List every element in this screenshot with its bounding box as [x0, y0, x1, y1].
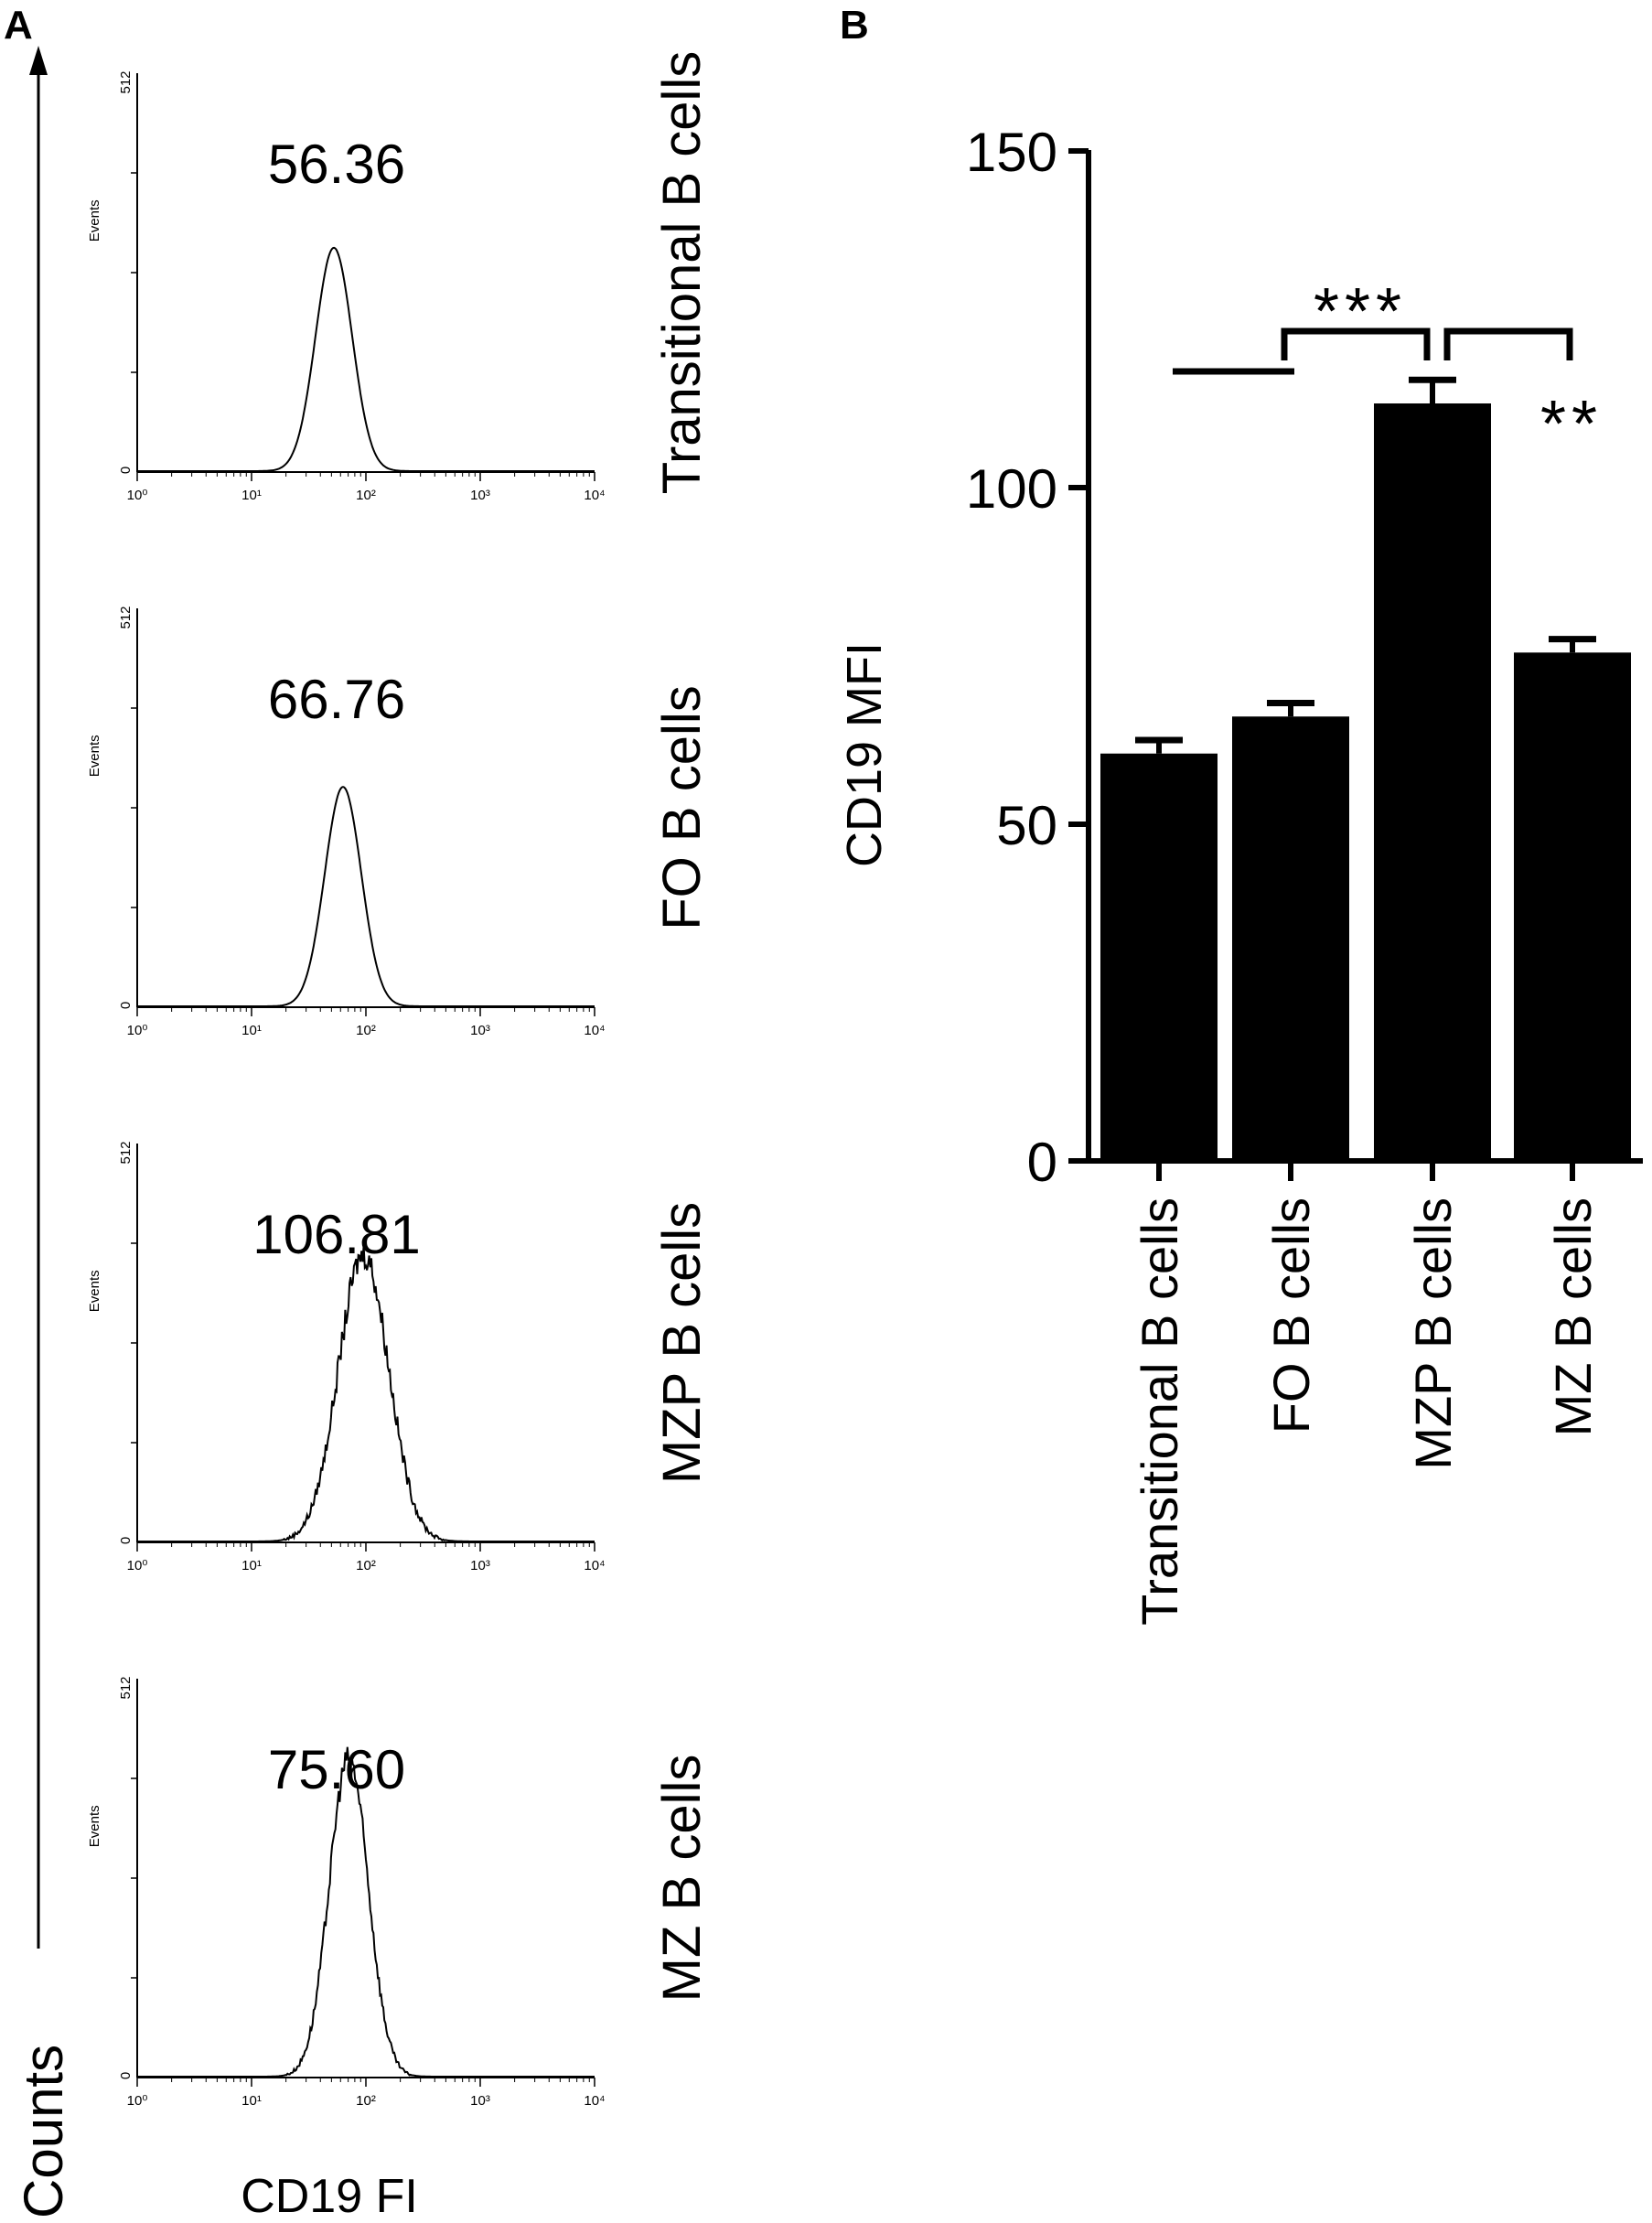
bar-y-axis-label: CD19 MFI — [837, 642, 892, 867]
counts-axis-label: Counts — [13, 2045, 74, 2218]
histogram-mfi-value: 66.76 — [268, 669, 405, 730]
counts-arrowhead — [29, 46, 48, 75]
histogram-y-tick-label: 512 — [118, 1676, 134, 1699]
bar — [1100, 753, 1218, 1161]
histogram-population-label: MZ B cells — [652, 1755, 712, 2003]
histogram-y-label: Events — [87, 199, 102, 242]
histogram-x-tick-label: 10² — [356, 2093, 376, 2109]
histogram-x-tick-label: 10² — [356, 488, 376, 503]
histogram-y-tick-label: 0 — [118, 2072, 134, 2079]
histogram-stack: 512 0 Events 10⁰ 10¹ 10² 10³ 10⁴ 56.36 Transition… — [87, 51, 712, 2109]
histogram-x-tick-label: 10⁴ — [584, 2093, 605, 2109]
histogram-mfi-value: 75.60 — [268, 1739, 405, 1800]
histogram-y-label: Events — [87, 735, 102, 777]
bar — [1374, 403, 1491, 1161]
histogram-x-tick-label: 10² — [356, 1023, 376, 1038]
histogram-1: 512 0 Events 10⁰ 10¹ 10² 10³ 10⁴ 56.36 Transition… — [87, 51, 712, 503]
cd19-fi-axis-label: CD19 FI — [241, 2170, 418, 2223]
histogram-x-tick-label: 10² — [356, 1558, 376, 1573]
histogram-y-label: Events — [87, 1805, 102, 1847]
histogram-x-tick-label: 10⁰ — [127, 488, 148, 503]
histogram-y-tick-label: 0 — [118, 1002, 134, 1009]
histogram-curve — [137, 786, 595, 1007]
histogram-mfi-value: 56.36 — [268, 134, 405, 195]
bar-category-label: Transitional B cells — [1131, 1197, 1188, 1626]
histogram-x-tick-label: 10¹ — [241, 488, 262, 503]
histogram-curve — [137, 1746, 595, 2078]
histogram-population-label: FO B cells — [652, 685, 712, 930]
histogram-y-tick-label: 0 — [118, 1537, 134, 1544]
bar-y-tick-label: 100 — [966, 458, 1057, 520]
histogram-x-tick-label: 10³ — [470, 1023, 490, 1038]
histogram-population-label: MZP B cells — [652, 1202, 712, 1484]
bar-category-label: MZ B cells — [1544, 1197, 1602, 1436]
bar-category-label: MZP B cells — [1404, 1197, 1462, 1470]
histogram-x-tick-label: 10⁰ — [127, 2093, 148, 2109]
histogram-y-tick-label: 512 — [118, 70, 134, 93]
histogram-x-tick-label: 10⁰ — [127, 1023, 148, 1038]
histogram-4: 512 0 Events 10⁰ 10¹ 10² 10³ 10⁴ 75.60 MZ B cells — [87, 1676, 712, 2109]
histogram-mfi-value: 106.81 — [252, 1204, 421, 1265]
histogram-curve — [137, 1245, 595, 1542]
histogram-3: 512 0 Events 10⁰ 10¹ 10² 10³ 10⁴ 106.81 MZP B cel… — [87, 1141, 712, 1573]
panel-b-label: B — [840, 3, 869, 48]
panel-b: B CD19 MFI 0 50 100 150 Transitional B cells… — [837, 3, 1643, 1626]
panel-a: A Counts 512 0 Events 10⁰ 10¹ 10² 10³ 10⁴ 56.36 T… — [4, 3, 712, 2223]
histogram-x-tick-label: 10³ — [470, 2093, 490, 2109]
significance-bracket — [1281, 328, 1431, 360]
histogram-x-tick-label: 10⁴ — [584, 488, 605, 503]
histogram-x-tick-label: 10⁴ — [584, 1558, 605, 1573]
histogram-x-tick-label: 10¹ — [241, 1558, 262, 1573]
panel-a-label: A — [4, 3, 33, 48]
bar-category-label: FO B cells — [1262, 1197, 1320, 1434]
histogram-y-tick-label: 512 — [118, 606, 134, 628]
significance-stars: ** — [1540, 388, 1603, 461]
histogram-x-tick-label: 10¹ — [241, 1023, 262, 1038]
bar — [1232, 716, 1349, 1161]
bar-chart: 0 50 100 150 Transitional B cells FO B cells M… — [966, 122, 1643, 1626]
bar-y-tick-label: 0 — [1027, 1132, 1057, 1193]
bar-y-tick-label: 50 — [996, 795, 1057, 856]
histogram-x-tick-label: 10³ — [470, 488, 490, 503]
histogram-y-tick-label: 0 — [118, 467, 134, 474]
histogram-x-tick-label: 10⁴ — [584, 1023, 605, 1038]
histogram-curve — [137, 246, 595, 472]
bar — [1514, 652, 1631, 1161]
histogram-x-tick-label: 10¹ — [241, 2093, 262, 2109]
histogram-x-tick-label: 10³ — [470, 1558, 490, 1573]
histogram-y-tick-label: 512 — [118, 1141, 134, 1164]
bar-y-tick-label: 150 — [966, 122, 1057, 183]
histogram-2: 512 0 Events 10⁰ 10¹ 10² 10³ 10⁴ 66.76 FO B cells — [87, 606, 712, 1038]
histogram-y-label: Events — [87, 1270, 102, 1312]
significance-bracket — [1443, 328, 1573, 360]
histogram-x-tick-label: 10⁰ — [127, 1558, 148, 1573]
histogram-population-label: Transitional B cells — [652, 51, 712, 495]
significance-stars: *** — [1314, 275, 1407, 349]
